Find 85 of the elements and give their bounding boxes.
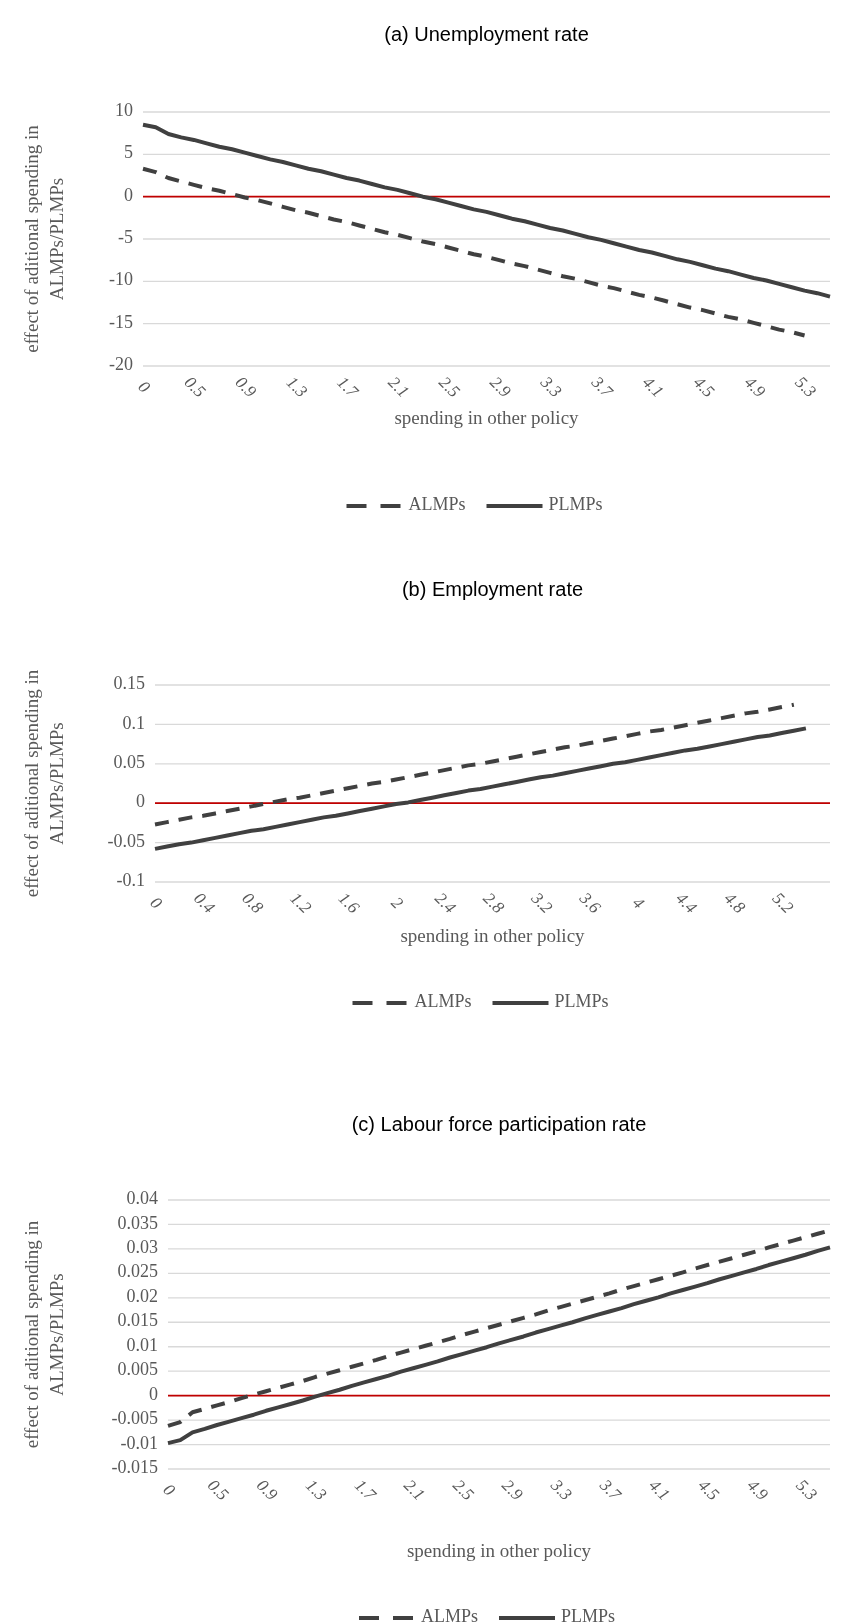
y-tick-label: -0.1 [116,870,145,891]
y-tick-label: 5 [124,142,133,163]
x-tick-label: 4.5 [694,1475,723,1505]
chart-title: (b) Employment rate [401,578,584,601]
x-tick-label: 2.5 [435,372,464,402]
chart-title: (c) Labour force participation rate [351,1113,647,1136]
x-tick-label: 1.7 [333,372,363,403]
x-tick-label: 4.5 [689,372,719,402]
line-series [141,166,807,338]
legend-label: PLMPs [561,1606,616,1624]
x-tick-label: 0 [159,1480,180,1500]
y-tick-label: -20 [109,354,133,375]
line-series [153,726,808,851]
y-tick-label: -0.05 [107,830,145,851]
x-tick-label: 0.5 [203,1475,233,1505]
x-tick-label: 0.9 [231,372,261,402]
line-series [153,702,796,827]
x-tick-label: 2.9 [486,372,515,402]
y-tick-label: -5 [118,227,133,248]
x-tick-label: 5.3 [792,1475,821,1505]
x-tick-label: 0.8 [238,888,268,918]
x-tick-label: 3.3 [536,371,566,402]
x-axis-title: spending in other policy [406,1540,592,1562]
x-tick-label: 3.2 [526,887,557,918]
legend-label: PLMPs [548,494,603,515]
x-tick-label: 2.1 [384,372,413,402]
legend-label: ALMPs [414,991,472,1012]
x-axis-title: spending in other policy [400,925,586,947]
x-tick-label: 1.6 [334,888,364,918]
y-tick-label: 10 [115,100,133,121]
x-tick-label: 2 [387,893,408,913]
legend-label: ALMPs [421,1606,479,1624]
x-tick-label: 2.8 [479,888,509,918]
y-axis-title: effect of aditional spending in ALMPs/PLMPs [21,124,67,353]
y-axis-title: effect of aditional spending in ALMPs/PLMPs [21,1220,67,1449]
x-tick-label: 2.9 [498,1475,527,1505]
x-tick-label: 4.4 [672,888,702,918]
x-tick-label: 2.4 [431,888,460,918]
line-series [141,122,832,299]
y-tick-label: 0.035 [117,1212,158,1233]
y-tick-label: -0.01 [120,1432,158,1453]
y-tick-label: 0.025 [117,1261,158,1282]
x-tick-label: 4.1 [645,1475,674,1505]
x-tick-label: 3.6 [575,887,605,918]
x-tick-label: 4.1 [638,372,668,402]
y-tick-label: -0.015 [111,1457,158,1478]
x-tick-label: 5.2 [768,888,798,918]
y-axis-title: effect of aditional spending in ALMPs/PLMPs [21,669,67,898]
y-tick-label: 0.15 [113,673,145,694]
y-tick-label: 0.015 [117,1310,158,1331]
y-tick-label: 0.05 [113,751,145,772]
x-tick-label: 3.7 [595,1474,626,1506]
y-tick-label: 0.02 [126,1285,158,1306]
x-tick-label: 1.2 [286,888,316,918]
x-tick-label: 4 [628,893,649,913]
y-tick-label: 0.01 [126,1334,158,1355]
x-tick-label: 0.9 [252,1475,282,1505]
x-tick-label: 2.5 [449,1475,478,1505]
x-tick-label: 4.9 [743,1475,773,1505]
legend-label: ALMPs [408,494,466,515]
x-tick-label: 0.4 [190,888,219,918]
legend-label: PLMPs [554,991,609,1012]
y-tick-label: 0 [124,184,133,205]
x-tick-label: 1.3 [282,372,312,402]
y-tick-label: -0.005 [111,1408,158,1429]
x-tick-label: 5.3 [791,372,820,402]
x-tick-label: 1.7 [351,1475,381,1506]
x-tick-label: 3.3 [546,1474,576,1505]
x-tick-label: 4.9 [740,372,770,402]
x-tick-label: 2.1 [400,1475,429,1505]
y-tick-label: 0.1 [122,712,145,733]
y-tick-label: 0 [149,1383,158,1404]
y-tick-label: 0.04 [126,1188,158,1209]
line-series [166,1245,832,1446]
y-tick-label: 0.005 [117,1359,158,1380]
x-tick-label: 0.5 [180,372,210,402]
x-axis-title: spending in other policy [394,407,580,429]
x-tick-label: 3.7 [587,371,618,403]
y-tick-label: 0.03 [126,1237,158,1258]
y-tick-label: -10 [109,269,133,290]
y-tick-label: 0 [136,791,145,812]
x-tick-label: 1.3 [302,1475,331,1505]
x-tick-label: 4.8 [720,888,750,918]
y-tick-label: -15 [109,311,133,332]
chart-title: (a) Unemployment rate [384,23,589,46]
